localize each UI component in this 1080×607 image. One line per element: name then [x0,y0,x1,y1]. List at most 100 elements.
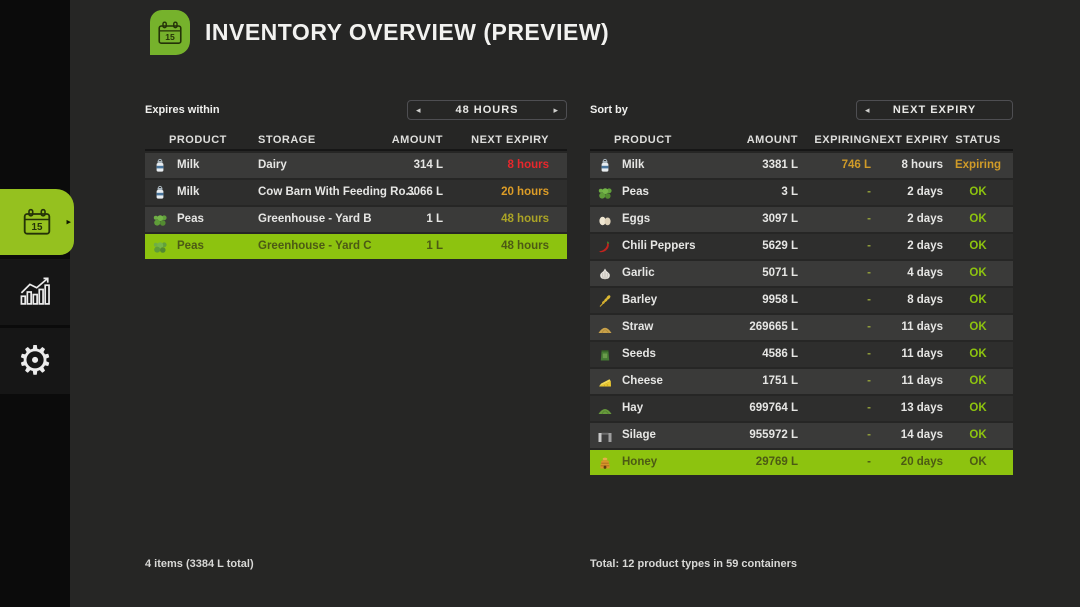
cheese-icon [597,374,613,390]
table-row[interactable]: Straw 269665 L - 11 days OK [590,315,1013,340]
table-row[interactable]: Chili Peppers 5629 L - 2 days OK [590,234,1013,259]
calendar-icon: 15 [23,208,51,235]
table-row[interactable]: Cheese 1751 L - 11 days OK [590,369,1013,394]
silage-icon [597,428,613,444]
table-row[interactable]: Barley 9958 L - 8 days OK [590,288,1013,313]
table-row[interactable]: Peas Greenhouse - Yard B 1 L 48 hours [145,207,567,232]
status-badge: OK [969,456,987,468]
amount-value: 3097 L [762,213,798,225]
table-row[interactable]: Hay 699764 L - 13 days OK [590,396,1013,421]
product-name: Chili Peppers [622,240,696,252]
garlic-icon [597,266,613,282]
expiring-value: - [867,240,871,252]
expiring-value: - [867,294,871,306]
sort-by-selector[interactable]: ◂ NEXT EXPIRY [856,100,1013,120]
next-expiry-value: 8 hours [507,159,549,171]
amount-value: 5071 L [762,267,798,279]
next-expiry-value: 13 days [900,402,943,414]
next-expiry-value: 14 days [900,429,943,441]
column-header-expiring: EXPIRING [814,134,871,146]
table-row[interactable]: Peas 3 L - 2 days OK [590,180,1013,205]
product-name: Milk [177,159,200,171]
table-row[interactable]: Peas Greenhouse - Yard C 1 L 48 hours [145,234,567,259]
amount-value: 29769 L [755,456,798,468]
product-name: Silage [622,429,656,441]
product-name: Milk [177,186,200,198]
table-row[interactable]: Milk 3381 L 746 L 8 hours Expiring [590,153,1013,178]
expiring-items-panel: Expires within ◂ 48 HOURS ▸ PRODUCT STOR… [145,100,567,261]
amount-value: 3 L [781,186,798,198]
status-badge: OK [969,375,987,387]
product-name: Barley [622,294,658,306]
bar-chart-icon [20,277,50,305]
eggs-icon [597,212,613,228]
table-row[interactable]: Garlic 5071 L - 4 days OK [590,261,1013,286]
expiring-value: - [867,186,871,198]
status-badge: OK [969,186,987,198]
arrow-right-icon[interactable]: ▸ [553,104,558,115]
column-header-storage: STORAGE [258,134,316,146]
next-expiry-value: 8 hours [901,159,943,171]
status-badge: Expiring [954,159,1001,171]
gear-icon: ⚙ [17,338,53,384]
table-row[interactable]: Seeds 4586 L - 11 days OK [590,342,1013,367]
table-row[interactable]: Silage 955972 L - 14 days OK [590,423,1013,448]
peas-icon [597,185,613,201]
amount-value: 699764 L [749,402,798,414]
right-table-rows: Milk 3381 L 746 L 8 hours Expiring Peas … [590,153,1013,475]
product-name: Milk [622,159,645,171]
amount-value: 3066 L [407,186,443,198]
next-expiry-value: 2 days [907,213,943,225]
svg-text:15: 15 [165,32,175,42]
amount-value: 3381 L [762,159,798,171]
expires-within-label: Expires within [145,104,220,116]
expiring-value: - [867,348,871,360]
product-name: Peas [177,240,204,252]
sidebar-item-statistics[interactable] [0,259,70,325]
amount-value: 1 L [426,213,443,225]
status-badge: OK [969,213,987,225]
left-table-summary: 4 items (3384 L total) [145,558,254,570]
hay-icon [597,401,613,417]
expiring-value: - [867,267,871,279]
expiring-value: - [867,402,871,414]
sidebar-item-inventory[interactable]: 15 ▸ [0,189,74,255]
column-header-product: PRODUCT [614,134,672,146]
product-name: Honey [622,456,658,468]
next-expiry-value: 20 days [900,456,943,468]
table-row[interactable]: Honey 29769 L - 20 days OK [590,450,1013,475]
product-name: Straw [622,321,654,333]
product-summary-panel: Sort by ◂ NEXT EXPIRY PRODUCT AMOUNT EXP… [590,100,1013,477]
next-expiry-value: 11 days [901,321,943,333]
table-row[interactable]: Milk Cow Barn With Feeding Ro... 3066 L … [145,180,567,205]
product-name: Cheese [622,375,663,387]
product-name: Peas [622,186,649,198]
storage-name: Greenhouse - Yard B [258,213,372,225]
status-badge: OK [969,294,987,306]
arrow-left-icon[interactable]: ◂ [865,104,870,115]
table-row[interactable]: Eggs 3097 L - 2 days OK [590,207,1013,232]
next-expiry-value: 48 hours [501,213,549,225]
arrow-left-icon[interactable]: ◂ [416,104,421,115]
column-header-status: STATUS [955,134,1001,146]
expires-within-value: 48 HOURS [455,104,519,116]
next-expiry-value: 20 hours [501,186,549,198]
left-table-header: PRODUCT STORAGE AMOUNT NEXT EXPIRY [145,131,567,151]
status-badge: OK [969,267,987,279]
table-row[interactable]: Milk Dairy 314 L 8 hours [145,153,567,178]
column-header-product: PRODUCT [169,134,227,146]
product-name: Garlic [622,267,655,279]
column-header-next-expiry: NEXT EXPIRY [471,134,549,146]
chili-icon [597,239,613,255]
sort-by-value: NEXT EXPIRY [892,104,977,116]
peas-icon [152,212,168,228]
status-badge: OK [969,429,987,441]
next-expiry-value: 11 days [901,375,943,387]
expiring-value: - [867,375,871,387]
amount-value: 1 L [426,240,443,252]
sidebar-item-settings[interactable]: ⚙ [0,328,70,394]
expires-within-selector[interactable]: ◂ 48 HOURS ▸ [407,100,567,120]
next-expiry-value: 2 days [907,240,943,252]
seeds-icon [597,347,613,363]
